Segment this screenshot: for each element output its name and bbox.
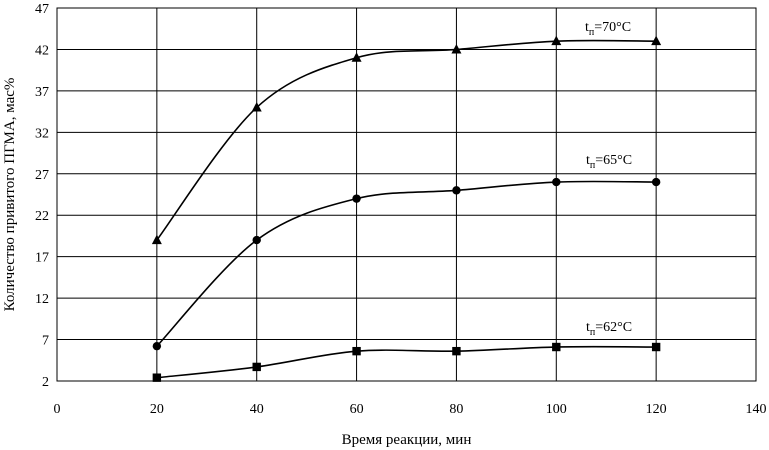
- y-tick-label: 12: [35, 292, 49, 307]
- y-tick-label: 37: [35, 85, 49, 100]
- data-point: [351, 52, 362, 62]
- x-axis-title: Время реакции, мин: [342, 432, 472, 448]
- x-tick-label: 40: [250, 402, 264, 417]
- y-tick-label: 32: [35, 126, 49, 141]
- y-tick-label: 17: [35, 251, 49, 266]
- x-tick-label: 20: [150, 402, 164, 417]
- series-triangle: tп=70°C: [151, 20, 662, 245]
- data-point: [651, 342, 661, 352]
- data-point: [551, 35, 562, 46]
- data-point: [151, 234, 162, 245]
- data-point: [352, 346, 361, 356]
- data-point: [252, 362, 261, 372]
- plot-frame: [56, 7, 757, 382]
- grid: [56, 7, 757, 382]
- data-point: [152, 341, 162, 351]
- data-point: [651, 35, 662, 46]
- x-tick-label: 80: [449, 402, 463, 417]
- x-tick-label: 140: [746, 402, 767, 417]
- data-point: [451, 43, 462, 54]
- data-point: [552, 177, 561, 187]
- series-line: [156, 180, 657, 347]
- data-point: [452, 346, 461, 356]
- x-tick-label: 100: [546, 402, 567, 417]
- y-tick-label: 27: [35, 168, 49, 183]
- x-tick-label: 120: [646, 402, 667, 417]
- y-tick-label: 7: [42, 334, 49, 349]
- data-point: [651, 177, 661, 187]
- series-label: tп=70°C: [585, 20, 631, 38]
- data-point: [252, 235, 261, 245]
- data-point: [452, 186, 461, 195]
- series-line: [156, 345, 657, 379]
- x-tick-label: 60: [350, 402, 364, 417]
- series-label: tп=62°C: [586, 320, 632, 338]
- series-square: tп=62°C: [152, 320, 661, 382]
- data-point: [352, 194, 361, 203]
- y-tick-label: 47: [35, 2, 49, 17]
- y-axis-title: Количество привитого ПГМА, мас%: [2, 78, 18, 312]
- x-tick-label: 0: [54, 402, 61, 417]
- y-tick-label: 42: [35, 43, 49, 58]
- series-line: [156, 39, 657, 241]
- series-label: tп=65°C: [586, 153, 632, 171]
- data-point: [152, 373, 162, 382]
- series-circle: tп=65°C: [152, 153, 661, 351]
- y-tick-label: 2: [42, 375, 49, 390]
- data-point: [552, 342, 561, 352]
- series: tп=70°C tп=65°C tп=62°C: [151, 20, 662, 382]
- data-point: [251, 101, 262, 112]
- y-tick-label: 22: [35, 209, 49, 224]
